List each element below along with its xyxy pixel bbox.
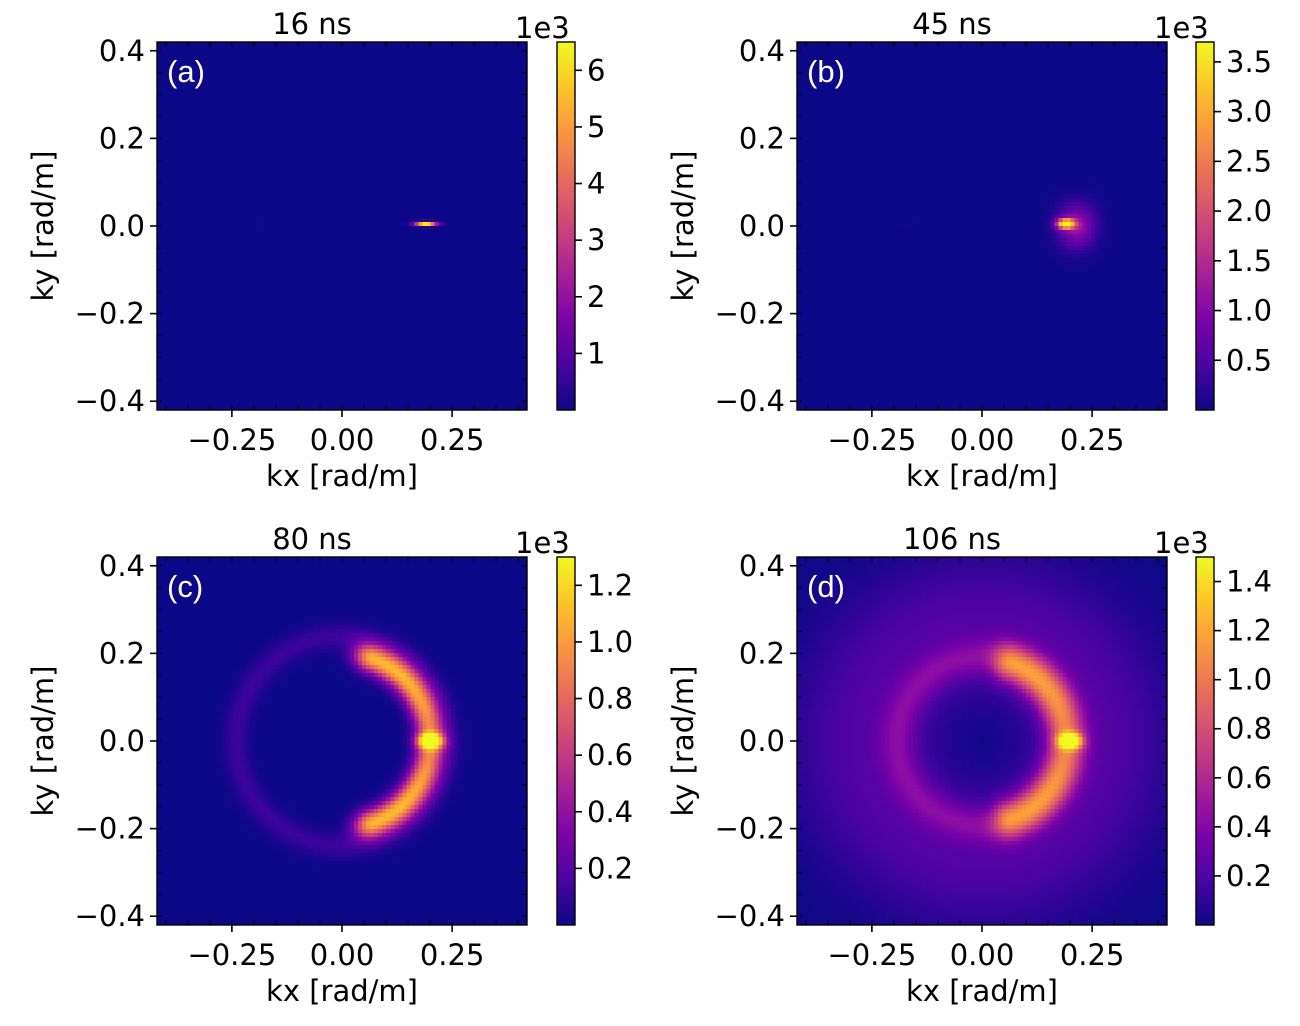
x-tick-label: −0.25	[827, 938, 916, 972]
colorbar-tick-label: 0.2	[1226, 859, 1272, 893]
colorbar-tick-label: 4	[587, 167, 605, 201]
panel-d: −0.25 0.00 0.25 0.4 0.2 0.0 −0.2 −0.4 kx [rad/m]…	[666, 522, 1272, 1008]
colorbar-tick-label: 1	[587, 336, 605, 370]
y-axis-label: ky [rad/m]	[666, 151, 700, 302]
colorbar-gradient	[1196, 42, 1214, 410]
colorbar-tick-label: 0.4	[1226, 810, 1272, 844]
panel-letter: (d)	[807, 569, 845, 604]
y-tick-label: 0.4	[99, 34, 145, 68]
colorbar: 1.2 1.0 0.8 0.6 0.4 0.2 1e3	[515, 526, 633, 926]
colorbar-tick-label: 0.8	[1226, 712, 1272, 746]
colorbar-tick-label: 2.5	[1226, 144, 1272, 178]
y-tick-label: −0.4	[75, 899, 145, 933]
panel-title: 45 ns	[912, 7, 992, 41]
y-tick-label: 0.2	[739, 636, 785, 670]
y-tick-label: 0.4	[99, 549, 145, 583]
y-tick-label: 0.0	[99, 209, 145, 243]
x-tick-label: −0.25	[827, 423, 916, 457]
x-tick-label: 0.25	[1060, 423, 1125, 457]
colorbar-tick-label: 1.2	[587, 568, 633, 602]
y-tick-label: −0.2	[715, 297, 785, 331]
y-tick-label: 0.2	[739, 121, 785, 155]
colorbar-frame	[556, 41, 576, 411]
y-tick-label: −0.4	[75, 384, 145, 418]
colorbar-tick-label: 1.4	[1226, 565, 1272, 599]
colorbar-tick-label: 3	[587, 223, 605, 257]
colorbar-offset-label: 1e3	[1154, 11, 1209, 45]
colorbar-tick-label: 3.0	[1226, 95, 1272, 129]
y-tick-label: −0.2	[75, 812, 145, 846]
colorbar-gradient	[557, 557, 575, 925]
x-tick-label: 0.00	[950, 423, 1015, 457]
colorbar-tick-label: 1.0	[1226, 294, 1272, 328]
colorbar-tick-label: 0.6	[587, 738, 633, 772]
y-tick-label: 0.0	[739, 209, 785, 243]
colorbar-offset-label: 1e3	[515, 11, 570, 45]
colorbar: 3.5 3.0 2.5 2.0 1.5 1.0 0.5 1e3	[1154, 11, 1272, 411]
x-tick-label: 0.25	[420, 938, 485, 972]
y-tick-label: −0.4	[715, 899, 785, 933]
y-tick-label: −0.4	[715, 384, 785, 418]
y-axis-label: ky [rad/m]	[26, 151, 60, 302]
x-tick-label: −0.25	[187, 423, 276, 457]
heatmap	[157, 557, 528, 926]
x-axis-label: kx [rad/m]	[266, 459, 418, 493]
x-axis-label: kx [rad/m]	[906, 974, 1058, 1008]
panel-b: −0.25 0.00 0.25 0.4 0.2 0.0 −0.2 −0.4 kx [rad/m]…	[666, 7, 1272, 493]
colorbar-frame	[556, 556, 576, 926]
colorbar-tick-label: 0.6	[1226, 761, 1272, 795]
colorbar-gradient	[557, 42, 575, 410]
colorbar-offset-label: 1e3	[515, 526, 570, 560]
y-tick-label: 0.4	[739, 34, 785, 68]
heatmap	[797, 42, 1168, 411]
x-axis-label: kx [rad/m]	[906, 459, 1058, 493]
y-tick-label: 0.0	[99, 724, 145, 758]
colorbar-tick-label: 0.5	[1226, 343, 1272, 377]
y-tick-label: 0.4	[739, 549, 785, 583]
colorbar-tick-label: 1.2	[1226, 614, 1272, 648]
colorbar-tick-label: 3.5	[1226, 45, 1272, 79]
x-tick-label: 0.00	[950, 938, 1015, 972]
colorbar-tick-label: 1.5	[1226, 244, 1272, 278]
x-tick-label: 0.25	[420, 423, 485, 457]
colorbar-tick-label: 1.0	[587, 625, 633, 659]
panel-a: −0.25 0.00 0.25 0.4 0.2 0.0 −0.2 −0.4 kx [rad/m]…	[26, 7, 605, 493]
y-tick-label: −0.2	[715, 812, 785, 846]
panel-title: 80 ns	[272, 522, 352, 556]
colorbar-frame	[1195, 41, 1215, 411]
x-tick-label: −0.25	[187, 938, 276, 972]
colorbar-tick-label: 2	[587, 280, 605, 314]
colorbar: 6 5 4 3 2 1 1e3	[515, 11, 605, 411]
y-tick-label: 0.2	[99, 121, 145, 155]
colorbar-tick-label: 1.0	[1226, 663, 1272, 697]
y-tick-label: −0.2	[75, 297, 145, 331]
x-axis-label: kx [rad/m]	[266, 974, 418, 1008]
x-tick-label: 0.00	[310, 423, 375, 457]
colorbar-tick-label: 2.0	[1226, 194, 1272, 228]
y-tick-label: 0.0	[739, 724, 785, 758]
colorbar-tick-label: 0.8	[587, 682, 633, 716]
colorbar-frame	[1195, 556, 1215, 926]
panel-title: 106 ns	[903, 522, 1001, 556]
x-tick-label: 0.25	[1060, 938, 1125, 972]
panel-letter: (a)	[167, 54, 205, 89]
colorbar-tick-label: 5	[587, 110, 605, 144]
heatmap	[157, 42, 528, 411]
colorbar-tick-label: 0.4	[587, 795, 633, 829]
panel-letter: (c)	[167, 569, 203, 604]
x-tick-label: 0.00	[310, 938, 375, 972]
y-tick-label: 0.2	[99, 636, 145, 670]
panel-letter: (b)	[807, 54, 845, 89]
panel-title: 16 ns	[272, 7, 352, 41]
colorbar-tick-label: 6	[587, 53, 605, 87]
colorbar: 1.4 1.2 1.0 0.8 0.6 0.4 0.2 1e3	[1154, 526, 1272, 926]
y-axis-label: ky [rad/m]	[26, 666, 60, 817]
colorbar-offset-label: 1e3	[1154, 526, 1209, 560]
colorbar-tick-label: 0.2	[587, 851, 633, 885]
colorbar-gradient	[1196, 557, 1214, 925]
heatmap	[797, 557, 1168, 926]
panel-c: −0.25 0.00 0.25 0.4 0.2 0.0 −0.2 −0.4 kx [rad/m]…	[26, 522, 633, 1008]
y-axis-label: ky [rad/m]	[666, 666, 700, 817]
